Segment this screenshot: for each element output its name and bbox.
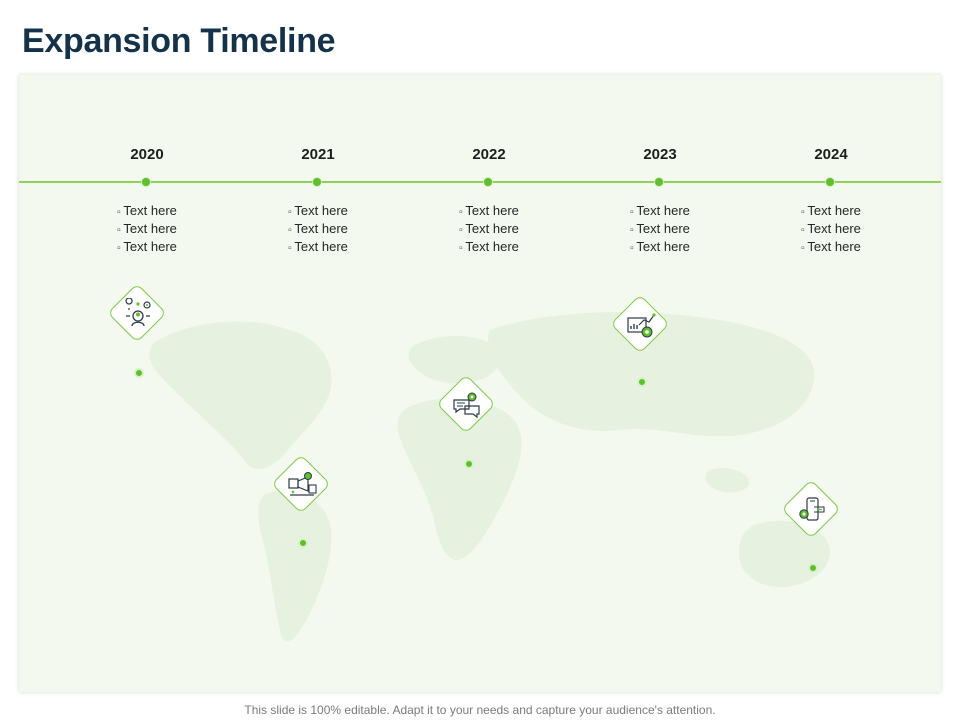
milestone-2023: 2023 Text here Text here Text here xyxy=(580,75,740,692)
milestone-2020: 2020 Text here Text here Text here xyxy=(67,75,227,692)
timeline-dot xyxy=(141,177,151,187)
marker-dot-2022 xyxy=(464,459,474,469)
idea-gear-person-icon xyxy=(125,298,151,327)
bullet-item: Text here xyxy=(580,203,740,221)
milestone-2022: 2022 Text here Text here Text here xyxy=(409,75,569,692)
marker-dot-2024 xyxy=(808,563,818,573)
bullet-item: Text here xyxy=(751,221,911,239)
bullet-item: Text here xyxy=(67,203,227,221)
year-label: 2024 xyxy=(814,146,848,163)
mobile-gear-icon xyxy=(799,497,825,521)
bullet-item: Text here xyxy=(67,221,227,239)
year-label: 2021 xyxy=(301,146,335,163)
milestone-bullets: Text here Text here Text here xyxy=(409,203,569,257)
bullet-item: Text here xyxy=(580,221,740,239)
timeline-line xyxy=(19,181,941,183)
timeline-dot xyxy=(483,177,493,187)
bullet-item: Text here xyxy=(751,203,911,221)
milestone-2021: 2021 Text here Text here Text here xyxy=(238,75,398,692)
bullet-item: Text here xyxy=(238,203,398,221)
milestone-icon-2021 xyxy=(271,454,331,514)
chat-gear-icon xyxy=(453,392,480,419)
year-label: 2020 xyxy=(130,146,164,163)
milestone-icon-2024 xyxy=(781,479,841,539)
milestone-bullets: Text here Text here Text here xyxy=(67,203,227,257)
milestone-icon-2022 xyxy=(436,374,496,434)
bullet-item: Text here xyxy=(238,221,398,239)
slide-title: Expansion Timeline xyxy=(22,22,336,60)
marker-dot-2021 xyxy=(298,538,308,548)
year-label: 2023 xyxy=(643,146,677,163)
bullet-item: Text here xyxy=(751,239,911,257)
milestone-bullets: Text here Text here Text here xyxy=(238,203,398,257)
milestone-icon-2023 xyxy=(610,294,670,354)
timeline-dot xyxy=(312,177,322,187)
milestone-bullets: Text here Text here Text here xyxy=(580,203,740,257)
year-label: 2022 xyxy=(472,146,506,163)
milestone-icon-2020 xyxy=(107,283,167,343)
footer-note: This slide is 100% editable. Adapt it to… xyxy=(244,703,716,717)
bullet-item: Text here xyxy=(409,203,569,221)
milestone-bullets: Text here Text here Text here xyxy=(751,203,911,257)
timeline-dot xyxy=(654,177,664,187)
bullet-item: Text here xyxy=(580,239,740,257)
bullet-item: Text here xyxy=(67,239,227,257)
milestone-2024: 2024 Text here Text here Text here xyxy=(751,75,911,692)
timeline-panel: 2020 Text here Text here Text here 2021 … xyxy=(19,75,941,692)
world-map-watermark xyxy=(149,312,831,642)
marker-dot-2023 xyxy=(637,377,647,387)
bullet-item: Text here xyxy=(238,239,398,257)
bullet-item: Text here xyxy=(409,221,569,239)
marker-dot-2020 xyxy=(134,368,144,378)
bullet-item: Text here xyxy=(409,239,569,257)
chart-growth-icon xyxy=(627,313,656,338)
megaphone-gear-icon xyxy=(288,472,317,496)
timeline-dot xyxy=(825,177,835,187)
